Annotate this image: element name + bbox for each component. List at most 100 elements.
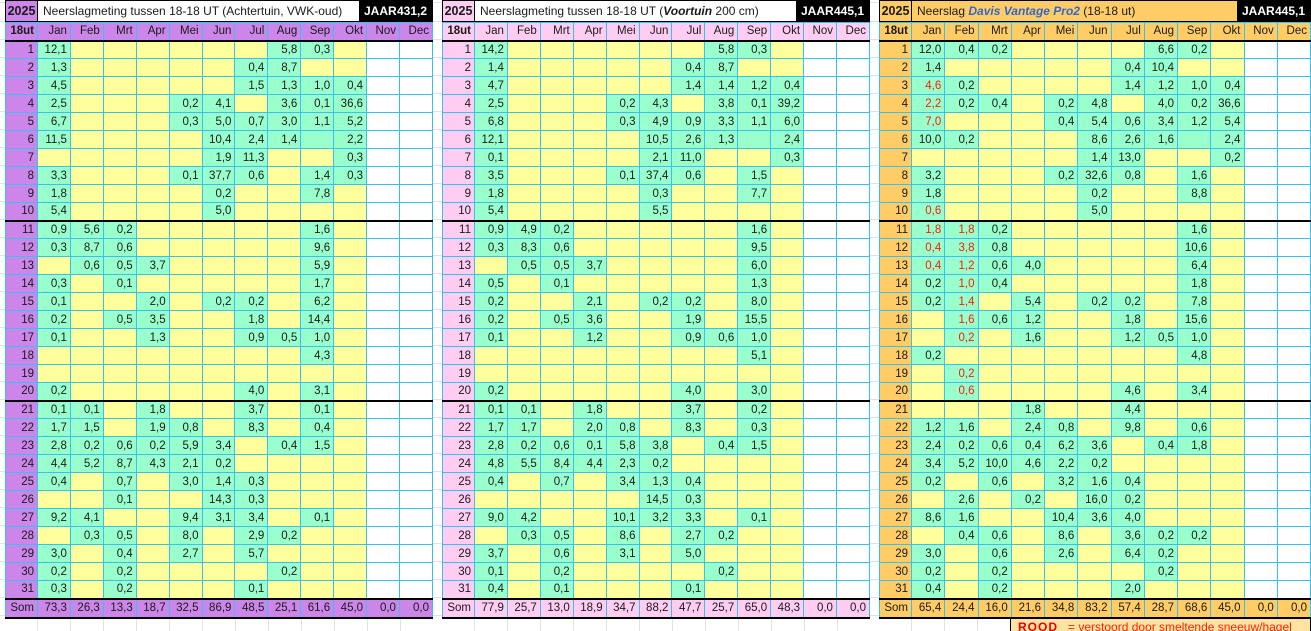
day-cell[interactable] bbox=[770, 58, 805, 77]
day-cell[interactable] bbox=[398, 130, 434, 149]
day-cell[interactable] bbox=[737, 454, 772, 473]
day-cell[interactable]: 3,6 bbox=[1110, 526, 1145, 545]
day-cell[interactable]: 0,4 bbox=[977, 274, 1012, 293]
day-cell[interactable] bbox=[69, 130, 104, 149]
day-cell[interactable] bbox=[333, 436, 368, 455]
day-cell[interactable]: 4,8 bbox=[1077, 94, 1112, 113]
day-cell[interactable] bbox=[506, 364, 541, 383]
day-cell[interactable] bbox=[1143, 580, 1179, 600]
day-cell[interactable]: 5,7 bbox=[234, 544, 269, 563]
day-cell[interactable]: 1,3 bbox=[638, 472, 673, 491]
day-cell[interactable] bbox=[1176, 454, 1212, 473]
day-cell[interactable] bbox=[1043, 400, 1079, 419]
day-cell[interactable] bbox=[1176, 508, 1212, 527]
day-cell[interactable] bbox=[398, 508, 434, 527]
day-cell[interactable] bbox=[1276, 544, 1311, 563]
day-cell[interactable]: 2,4 bbox=[1010, 418, 1046, 437]
day-cell[interactable] bbox=[366, 544, 400, 563]
day-cell[interactable] bbox=[704, 472, 739, 491]
day-cell[interactable] bbox=[1143, 472, 1179, 491]
day-cell[interactable]: 0,6 bbox=[539, 544, 574, 563]
day-cell[interactable]: 1,2 bbox=[572, 328, 607, 347]
day-cell[interactable]: 6,4 bbox=[1176, 256, 1212, 275]
day-cell[interactable]: 3,0 bbox=[37, 544, 71, 563]
day-cell[interactable] bbox=[234, 256, 269, 275]
day-cell[interactable]: 4,2 bbox=[506, 508, 541, 527]
day-cell[interactable]: 12,0 bbox=[910, 40, 946, 59]
day-cell[interactable] bbox=[803, 526, 837, 545]
day-cell[interactable]: 10,5 bbox=[638, 130, 673, 149]
day-cell[interactable]: 8,3 bbox=[506, 238, 541, 257]
day-cell[interactable]: 3,0 bbox=[267, 112, 302, 131]
day-cell[interactable] bbox=[234, 238, 269, 257]
day-cell[interactable]: 3,7 bbox=[234, 400, 269, 419]
som-cell[interactable]: 57,4 bbox=[1110, 598, 1145, 619]
day-cell[interactable] bbox=[638, 328, 673, 347]
day-cell[interactable]: 0,6 bbox=[977, 526, 1012, 545]
day-cell[interactable] bbox=[398, 58, 434, 77]
day-cell[interactable] bbox=[102, 346, 137, 365]
row-label[interactable]: 25 bbox=[442, 472, 475, 491]
row-label[interactable]: 24 bbox=[5, 454, 38, 473]
day-cell[interactable] bbox=[1043, 238, 1079, 257]
day-cell[interactable]: 4,9 bbox=[506, 220, 541, 239]
row-label[interactable]: 29 bbox=[442, 544, 475, 563]
day-cell[interactable] bbox=[910, 400, 946, 419]
day-cell[interactable] bbox=[135, 220, 170, 239]
day-cell[interactable] bbox=[803, 202, 837, 222]
day-cell[interactable] bbox=[333, 418, 368, 437]
day-cell[interactable]: 0,8 bbox=[605, 418, 640, 437]
day-cell[interactable] bbox=[474, 346, 508, 365]
row-label[interactable]: 16 bbox=[442, 310, 475, 329]
day-cell[interactable]: 2,6 bbox=[1043, 544, 1079, 563]
row-label[interactable]: 30 bbox=[5, 562, 38, 581]
day-cell[interactable] bbox=[366, 310, 400, 329]
day-cell[interactable] bbox=[770, 166, 805, 185]
day-cell[interactable] bbox=[835, 472, 871, 491]
day-cell[interactable]: 1,8 bbox=[944, 220, 979, 239]
day-cell[interactable] bbox=[572, 580, 607, 600]
month-header-nov[interactable]: Nov bbox=[1243, 22, 1278, 42]
day-cell[interactable]: 0,4 bbox=[1210, 76, 1245, 95]
day-cell[interactable]: 5,8 bbox=[605, 436, 640, 455]
day-cell[interactable] bbox=[1243, 40, 1278, 59]
day-cell[interactable] bbox=[803, 310, 837, 329]
day-cell[interactable] bbox=[1043, 346, 1079, 365]
row-label[interactable]: 4 bbox=[442, 94, 475, 113]
day-cell[interactable] bbox=[803, 238, 837, 257]
row-label[interactable]: 3 bbox=[879, 76, 912, 95]
day-cell[interactable]: 0,5 bbox=[102, 256, 137, 275]
day-cell[interactable] bbox=[1276, 400, 1311, 419]
day-cell[interactable] bbox=[267, 292, 302, 311]
day-cell[interactable] bbox=[1143, 310, 1179, 329]
day-cell[interactable]: 1,1 bbox=[300, 112, 335, 131]
day-cell[interactable] bbox=[398, 256, 434, 275]
row-label[interactable]: 13 bbox=[442, 256, 475, 275]
day-cell[interactable] bbox=[704, 184, 739, 203]
day-cell[interactable] bbox=[102, 418, 137, 437]
day-cell[interactable] bbox=[1110, 238, 1145, 257]
day-cell[interactable] bbox=[944, 184, 979, 203]
day-cell[interactable] bbox=[69, 310, 104, 329]
day-cell[interactable] bbox=[1210, 400, 1245, 419]
day-cell[interactable]: 2,8 bbox=[37, 436, 71, 455]
day-cell[interactable] bbox=[737, 490, 772, 509]
day-cell[interactable] bbox=[69, 274, 104, 293]
day-cell[interactable] bbox=[770, 526, 805, 545]
day-cell[interactable] bbox=[474, 490, 508, 509]
day-cell[interactable] bbox=[1276, 148, 1311, 167]
day-cell[interactable] bbox=[539, 418, 574, 437]
day-cell[interactable] bbox=[69, 112, 104, 131]
day-cell[interactable] bbox=[1210, 436, 1245, 455]
day-cell[interactable] bbox=[1043, 490, 1079, 509]
day-cell[interactable] bbox=[638, 220, 673, 239]
day-cell[interactable] bbox=[737, 364, 772, 383]
row-label[interactable]: 26 bbox=[442, 490, 475, 509]
day-cell[interactable] bbox=[605, 274, 640, 293]
day-cell[interactable]: 1,8 bbox=[572, 400, 607, 419]
month-header-jan[interactable]: Jan bbox=[474, 22, 508, 42]
day-cell[interactable] bbox=[366, 148, 400, 167]
row-label[interactable]: 4 bbox=[5, 94, 38, 113]
day-cell[interactable]: 2,0 bbox=[135, 292, 170, 311]
day-cell[interactable] bbox=[168, 184, 203, 203]
